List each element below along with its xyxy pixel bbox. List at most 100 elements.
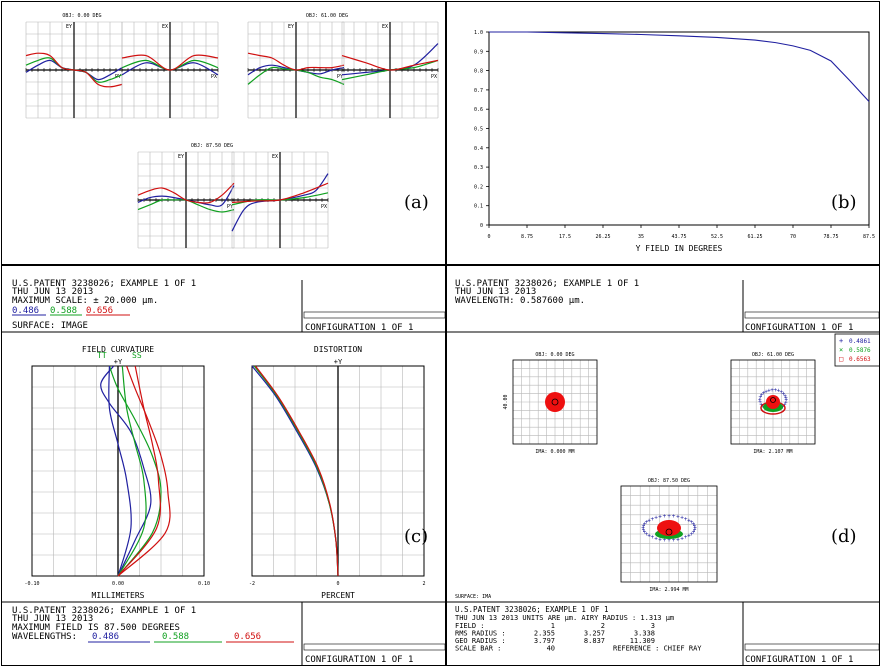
field-curvature-ss-label: SS: [132, 351, 142, 360]
spot-box-frame: [512, 359, 598, 445]
ray-fan-axis-label: PY: [337, 74, 343, 80]
spot2-blue-ray: +: [759, 401, 763, 408]
spot2-blue-ray: +: [764, 388, 768, 395]
footer-wavelength-red: 0.656: [234, 632, 261, 642]
spot2-blue-ray: +: [783, 402, 787, 409]
illum-y-tick-label: 0.7: [474, 88, 483, 94]
spot-footer-barcode: [744, 643, 879, 651]
distortion-curve-red: [254, 365, 339, 577]
panel-letter-a: (a): [404, 192, 429, 213]
spot3-blue-ray: +: [684, 516, 688, 523]
ray-fan-curve-red: [341, 55, 439, 71]
spot3-blue-ray: +: [692, 521, 696, 528]
header-line2: THU JUN 13 2013: [12, 287, 93, 297]
ray-fan-axis-label: EX: [382, 24, 388, 30]
illum-x-tick-label: 87.5: [863, 234, 875, 240]
spot3-blue-ray: +: [645, 531, 649, 538]
header-line1: U.S.PATENT 3238026; EXAMPLE 1 OF 1: [12, 279, 196, 289]
spot-header-line3: WAVELENGTH: 0.587600 μm.: [455, 296, 585, 306]
footer-line2: THU JUN 13 2013: [12, 614, 93, 624]
spot2-blue-ray: +: [767, 387, 771, 394]
spot1-chief-ray-mark: [551, 398, 559, 406]
spot3-blue-ray: +: [663, 537, 667, 544]
spot-footer-row-value: 3.797: [534, 637, 555, 645]
distortion-title: DISTORTION: [314, 345, 362, 354]
illum-x-tick-label: 26.25: [595, 234, 610, 240]
spot3-blue-ray: +: [693, 527, 697, 534]
spot3-blue-ray: +: [692, 529, 696, 536]
spot-footer-row-value: 3: [651, 622, 655, 630]
spot3-blue-ray: +: [663, 513, 667, 520]
distortion-x-tick-label: 0: [336, 581, 339, 587]
spot-ima-label: IMA: 2.107 MM: [753, 449, 792, 455]
spot-footer-line2: THU JUN 13 2013 UNITS ARE μm. AIRY RADIU…: [455, 614, 674, 622]
footer-wavelengths-label: WAVELENGTHS:: [12, 632, 77, 642]
spot3-blue-ray: +: [684, 534, 688, 541]
header-wavelength-blue: 0.486: [12, 306, 39, 316]
spot3-blue-ray: +: [642, 527, 646, 534]
header-wavelength-green: 0.588: [50, 306, 77, 316]
illum-x-tick-label: 70: [790, 234, 796, 240]
illum-x-tick-label: 0: [487, 234, 490, 240]
spot3-blue-ray: +: [672, 537, 676, 544]
spot-footer-row-value: 11.309: [630, 637, 655, 645]
ray-fan-axis-label: PX: [431, 74, 437, 80]
spot-field-label: OBJ: 61.00 DEG: [752, 352, 794, 358]
illum-x-tick-label: 43.75: [671, 234, 686, 240]
spot-box-frame: [620, 485, 718, 583]
spot-field-label: OBJ: 0.00 DEG: [535, 352, 574, 358]
spot2-blue-ray: +: [762, 390, 766, 397]
spot3-chief-ray-mark: [665, 528, 673, 536]
field_curvature-x-tick-label: 0.00: [112, 581, 124, 587]
spot-ima-label: IMA: 2.994 MM: [649, 587, 688, 593]
illum-y-tick-label: 0.6: [474, 107, 483, 113]
ray-fan-axis-label: PX: [321, 204, 327, 210]
spot-legend-label: 0.4861: [849, 338, 871, 345]
distortion-x-axis-title: PERCENT: [321, 591, 355, 600]
distortion-x-tick-label: 2: [422, 581, 425, 587]
ray-fan-axis-label: PY: [227, 204, 233, 210]
illum-x-tick-label: 8.75: [521, 234, 533, 240]
spot-footer-row-value: 1: [551, 622, 555, 630]
spot-footer-reference: REFERENCE : CHIEF RAY: [613, 645, 702, 653]
illum-y-tick-label: 0.4: [474, 146, 483, 152]
ray-fan-field-label: OBJ: 61.00 DEG: [306, 13, 348, 19]
panel-ray-fan: OBJ: 0.00 DEG EY PY EX PX OBJ: 61.00 DEG EY PY E…: [1, 1, 446, 265]
spot3-blue-ray: +: [687, 517, 691, 524]
spot-footer-config: CONFIGURATION 1 OF 1: [745, 655, 853, 665]
spot3-blue-ray: +: [647, 533, 651, 540]
field_curvature-curve-green: [108, 365, 162, 577]
field_curvature-curve-red: [117, 365, 161, 577]
footer-line3: MAXIMUM FIELD IS 87.500 DEGREES: [12, 623, 180, 633]
spot-header-line1: U.S.PATENT 3238026; EXAMPLE 1 OF 1: [455, 279, 639, 289]
illum-y-tick-label: 0.1: [474, 204, 483, 210]
illum-y-tick-label: 0: [480, 223, 483, 229]
spot3-blue-ray: +: [641, 525, 645, 532]
spot3-blue-ray: +: [672, 513, 676, 520]
distortion-x-tick-label: -2: [249, 581, 255, 587]
spot3-blue-ray: +: [650, 534, 654, 541]
footer-wavelength-blue: 0.486: [92, 632, 119, 642]
panel-letter-d: (d): [831, 526, 857, 547]
panel-letter-c: (c): [404, 526, 429, 547]
ray-fan-chart: OBJ: 0.00 DEG EY PY EX PX OBJ: 61.00 DEG EY PY E…: [25, 13, 439, 249]
ray-fan-curve-red: [231, 182, 329, 203]
spot-y-axis-label: 40.00: [503, 394, 509, 409]
field_curvature-title: FIELD CURVATURE: [82, 345, 154, 354]
spot-footer-row-label: RMS RADIUS :: [455, 630, 506, 638]
spot3-blue-ray: +: [693, 525, 697, 532]
ray-fan-axis-label: EY: [66, 24, 72, 30]
ray-fan-field-label: OBJ: 0.00 DEG: [62, 13, 101, 19]
header-barcode: [303, 311, 445, 319]
illum-y-tick-label: 0.5: [474, 127, 483, 133]
spot2-blue-ray: +: [773, 387, 777, 394]
spot2-blue-ray: +: [758, 394, 762, 401]
spot3-red-blob: [657, 520, 681, 536]
spot-legend-label: 0.6563: [849, 356, 871, 363]
panel-letter-b: (b): [831, 192, 857, 213]
panel-relative-illumination: 0 8.75 17.5 26.25 35 43.75 52.5 61.25 70 78.75 87.…: [446, 1, 880, 265]
illum-series-line: [489, 31, 870, 102]
spot-header-line2: THU JUN 13 2013: [455, 287, 536, 297]
header-line3: MAXIMUM SCALE: ± 20.000 μm.: [12, 296, 158, 306]
